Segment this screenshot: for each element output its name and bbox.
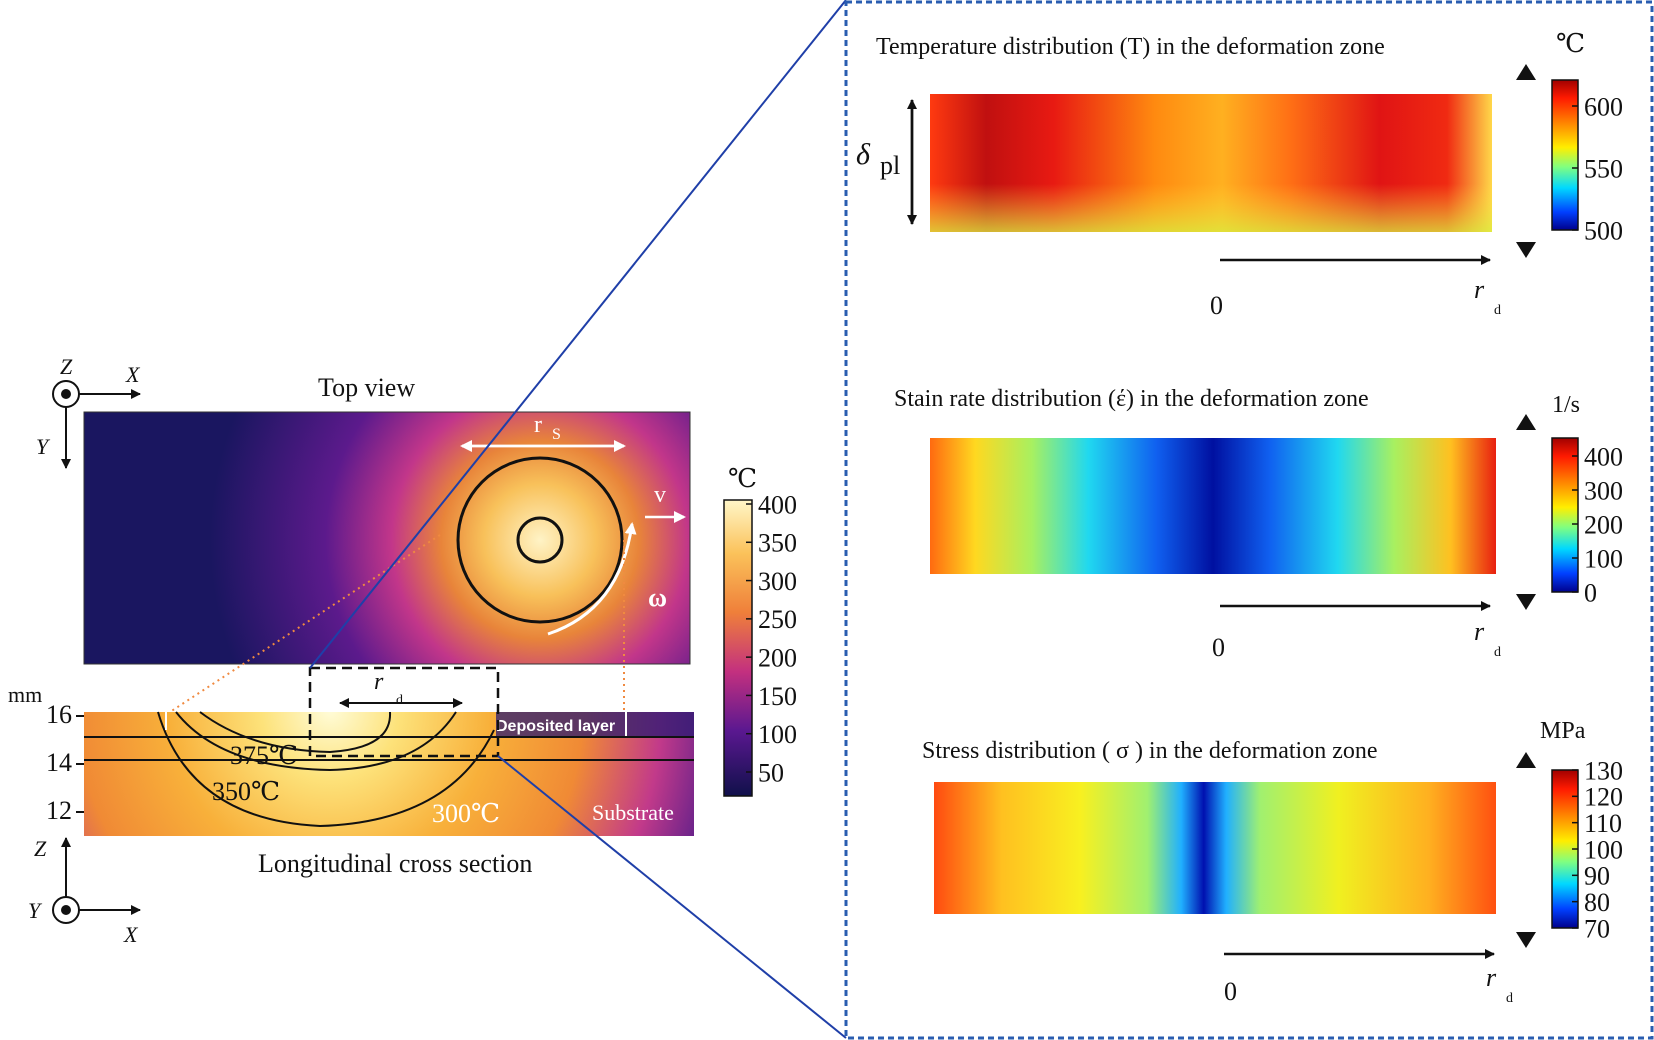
contour-350 — [175, 711, 457, 772]
contour-375 — [199, 711, 392, 754]
strain-colorbar-tick: 0 — [1584, 578, 1597, 607]
axis-z-label-bottom: Z — [34, 836, 47, 861]
left-colorbar: ℃ 400 350 300 250 200 150 100 50 — [723, 464, 797, 797]
temperature-colorbar-tick: 550 — [1584, 154, 1623, 183]
deposited-layer-label: Deposited layer — [496, 718, 615, 735]
stress-colorbar-tick: 130 — [1584, 756, 1623, 785]
zoom-line-bottom — [497, 755, 847, 1039]
left-colorbar-tick: 400 — [758, 490, 797, 519]
strain-colorbar-tick: 200 — [1584, 510, 1623, 539]
probe-circle — [516, 516, 564, 564]
top-view-heatmap: r S v ω — [83, 411, 691, 665]
temperature-zero: 0 — [1210, 291, 1223, 320]
left-colorbar-tick: 300 — [758, 567, 797, 596]
y-tick: 12 — [46, 796, 72, 825]
rd-label-left: r — [374, 669, 384, 695]
temperature-colorbar-tick: 500 — [1584, 216, 1623, 245]
rs-label: r — [534, 412, 542, 438]
stress-rd: r — [1486, 963, 1497, 992]
axis-y-label-bottom: Y — [28, 898, 43, 923]
strain-colorbar-tick: 400 — [1584, 442, 1623, 471]
temperature-panel: Temperature distribution (T) in the defo… — [856, 29, 1623, 320]
stress-rd-sub: d — [1506, 991, 1513, 1006]
left-colorbar-tick: 200 — [758, 644, 797, 673]
deformation-zone-box — [308, 666, 500, 758]
temperature-title: Temperature distribution (T) in the defo… — [876, 34, 1385, 60]
axis-z-label: Z — [60, 354, 73, 379]
left-colorbar-unit: ℃ — [728, 464, 757, 493]
left-colorbar-tick: 350 — [758, 529, 797, 558]
scroll-up-icon — [1516, 414, 1536, 430]
stress-panel: Stress distribution ( σ ) in the deforma… — [922, 718, 1623, 1006]
strain-panel: Stain rate distribution (έ) in the defor… — [894, 386, 1623, 662]
contour-300 — [157, 711, 495, 828]
strain-rd: r — [1474, 617, 1485, 646]
mm-label: mm — [8, 682, 42, 707]
rotation-arrow — [547, 522, 637, 636]
scroll-down-icon — [1516, 594, 1536, 610]
cross-section-heatmap: 375℃ 350℃ 300℃ Deposited layer Substrate — [84, 711, 694, 836]
scroll-up-icon — [1516, 752, 1536, 768]
stress-title: Stress distribution ( σ ) in the deforma… — [922, 738, 1378, 764]
stress-colorbar-tick: 70 — [1584, 914, 1610, 943]
left-colorbar-tick: 150 — [758, 682, 797, 711]
left-colorbar-tick: 100 — [758, 720, 797, 749]
strain-zero: 0 — [1212, 633, 1225, 662]
contour-375-label: 375℃ — [230, 741, 298, 770]
contour-300-label: 300℃ — [432, 799, 500, 828]
strain-title: Stain rate distribution (έ) in the defor… — [894, 386, 1369, 412]
left-colorbar-tick: 50 — [758, 758, 784, 787]
temperature-rd: r — [1474, 275, 1485, 304]
stress-zero: 0 — [1224, 977, 1237, 1006]
cross-section-label: Longitudinal cross section — [258, 849, 532, 878]
stress-colorbar-tick: 120 — [1584, 783, 1623, 812]
axis-x-label-bottom: X — [123, 922, 139, 947]
axis-x-label: X — [125, 362, 141, 387]
scroll-down-icon — [1516, 932, 1536, 948]
temperature-unit: ℃ — [1556, 29, 1585, 58]
strain-colorbar — [1551, 437, 1579, 593]
stress-unit: MPa — [1540, 718, 1586, 744]
temperature-colorbar-tick: 600 — [1584, 92, 1623, 121]
zoom-panel-frame — [844, 0, 1654, 1040]
scroll-up-icon — [1516, 64, 1536, 80]
temperature-rd-sub: d — [1494, 303, 1501, 318]
delta-label: δ — [856, 138, 871, 171]
rs-subscript: S — [552, 426, 561, 443]
y-tick: 16 — [46, 700, 72, 729]
y-tick: 14 — [46, 748, 72, 777]
zoom-line-top — [309, 0, 847, 669]
strain-colorbar-tick: 300 — [1584, 476, 1623, 505]
contour-350-label: 350℃ — [212, 777, 280, 806]
temperature-colorbar — [1551, 79, 1579, 231]
stress-colorbar-tick: 80 — [1584, 888, 1610, 917]
top-axes-indicator: Z X Y — [36, 354, 141, 469]
omega-label: ω — [648, 583, 667, 612]
shoulder-circle — [456, 456, 624, 624]
y-axis-ticks: 16 14 12 — [46, 700, 84, 825]
top-view-label: Top view — [318, 373, 415, 402]
bottom-axes-indicator: Z Y X — [28, 836, 141, 947]
substrate-label: Substrate — [592, 800, 674, 825]
stress-colorbar-tick: 110 — [1584, 809, 1622, 838]
stress-colorbar-tick: 100 — [1584, 835, 1623, 864]
delta-subscript: pl — [880, 151, 900, 180]
rd-sub-left: d — [396, 693, 403, 708]
axis-y-label: Y — [36, 434, 51, 459]
strain-rd-sub: d — [1494, 645, 1501, 660]
left-colorbar-tick: 250 — [758, 605, 797, 634]
strain-unit: 1/s — [1552, 392, 1580, 418]
velocity-label: v — [654, 482, 666, 508]
scroll-down-icon — [1516, 242, 1536, 258]
stress-colorbar-tick: 90 — [1584, 862, 1610, 891]
strain-colorbar-tick: 100 — [1584, 544, 1623, 573]
